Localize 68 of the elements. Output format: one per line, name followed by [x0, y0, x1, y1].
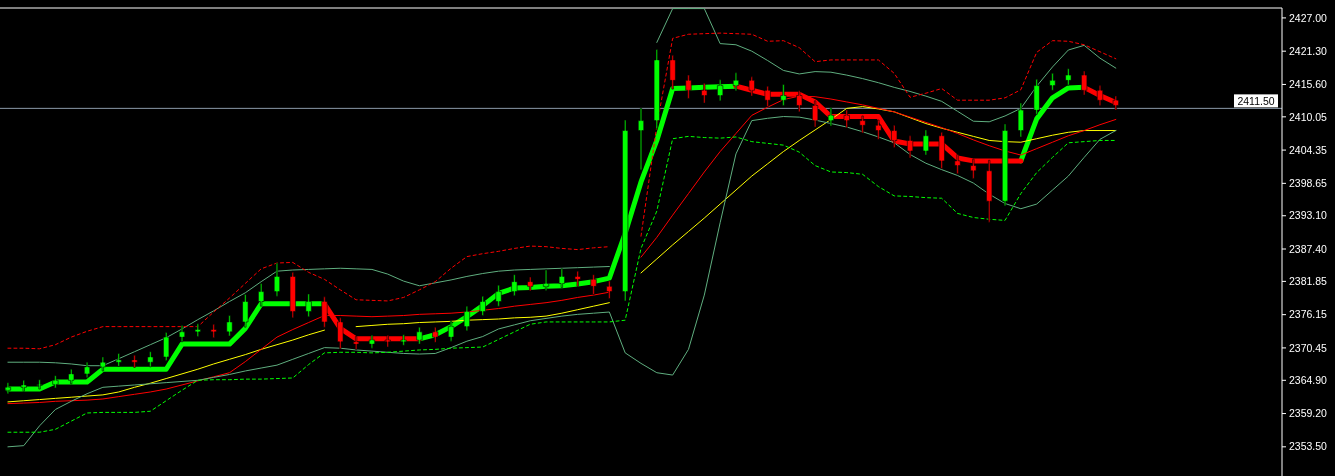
candlestick: [147, 351, 154, 368]
candlestick: [210, 323, 217, 338]
candlestick: [986, 160, 993, 223]
y-tick-label: 2427.00: [1289, 11, 1328, 24]
candlestick: [68, 368, 75, 385]
candlestick: [258, 283, 265, 307]
y-tick-label: 2376.15: [1289, 308, 1328, 321]
y-tick-label: 2370.45: [1289, 341, 1328, 354]
candlestick: [891, 124, 898, 148]
candlestick: [52, 375, 59, 389]
candlestick: [812, 100, 819, 128]
candlestick: [289, 272, 296, 319]
candlestick: [907, 135, 914, 159]
y-tick-label: 2404.35: [1289, 143, 1328, 156]
candlestick: [163, 332, 170, 361]
candlestick: [558, 268, 565, 288]
candlestick: [448, 321, 455, 342]
candlestick: [542, 269, 550, 291]
candlestick: [479, 295, 486, 316]
y-tick-label: 2364.90: [1289, 373, 1328, 386]
candlestick: [606, 280, 613, 299]
y-tick-label: 2393.10: [1289, 209, 1328, 222]
candlestick: [843, 109, 850, 128]
candlestick: [242, 294, 249, 328]
candlestick: [622, 119, 629, 302]
candlestick: [432, 326, 439, 343]
y-tick-label: 2353.50: [1289, 440, 1328, 453]
candlestick: [273, 262, 281, 297]
candlestick: [416, 326, 423, 345]
candlestick: [970, 158, 977, 179]
y-tick-label: 2415.60: [1289, 78, 1328, 91]
candlestick: [368, 335, 375, 349]
y-tick-label: 2398.65: [1289, 177, 1328, 190]
y-tick-label: 2387.40: [1289, 242, 1328, 255]
candlestick: [1001, 123, 1009, 207]
candlestick: [511, 274, 518, 296]
candlestick: [590, 274, 597, 295]
candlestick: [194, 323, 201, 337]
candlestick: [780, 84, 787, 106]
candlestick: [1049, 73, 1056, 91]
candlestick: [685, 74, 692, 99]
candlestick: [115, 353, 122, 367]
candlestick: [954, 154, 961, 175]
candlestick: [131, 354, 138, 368]
candlestick: [527, 276, 534, 292]
ref-line-label: 2411.50: [1237, 94, 1275, 107]
candlestick: [859, 115, 866, 134]
y-tick-label: 2410.05: [1289, 110, 1328, 123]
candlestick: [84, 361, 91, 378]
y-tick-label: 2421.30: [1289, 44, 1328, 57]
candlestick: [922, 129, 929, 156]
candlestick: [400, 334, 407, 346]
candlestick: [1017, 102, 1024, 138]
candlestick: [574, 270, 581, 287]
candlestick: [701, 82, 708, 104]
y-tick-label: 2359.20: [1289, 407, 1328, 420]
y-tick-label: 2381.85: [1289, 275, 1328, 288]
candlestick: [495, 284, 502, 307]
candlestick: [637, 108, 645, 170]
candlestick: [669, 54, 676, 90]
candlestick: [938, 131, 945, 169]
candlestick: [875, 119, 882, 140]
candlestick: [178, 325, 186, 343]
candlestick: [226, 315, 233, 337]
candlestick: [305, 293, 312, 317]
candlestick: [463, 305, 470, 331]
candlestick: [827, 107, 834, 127]
candlestick: [99, 356, 106, 372]
